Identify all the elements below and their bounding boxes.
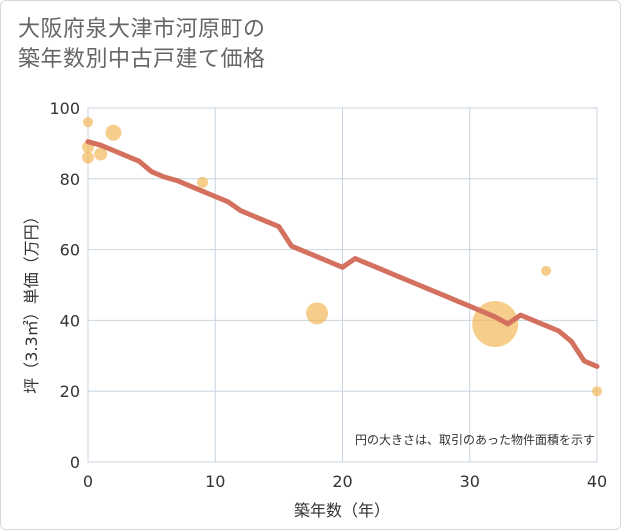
chart-title-line-2: 築年数別中古戸建て価格 <box>18 47 266 72</box>
chart-title-line-1: 大阪府泉大津市河原町の <box>18 17 266 42</box>
y-tick-label: 20 <box>60 382 80 401</box>
y-tick-label: 60 <box>60 241 80 260</box>
data-point <box>592 386 602 397</box>
y-tick-label: 100 <box>49 99 80 118</box>
data-point <box>197 176 209 188</box>
y-tick-label: 0 <box>70 453 80 472</box>
data-point <box>105 124 122 141</box>
data-point <box>94 147 108 161</box>
data-point <box>83 117 93 128</box>
size-legend-note: 円の大きさは、取引のあった物件面積を示す <box>355 432 595 447</box>
y-tick-label: 80 <box>60 170 80 189</box>
y-tick-label: 40 <box>60 311 80 330</box>
x-tick-label: 0 <box>83 472 93 491</box>
chart-title: 大阪府泉大津市河原町の 築年数別中古戸建て価格 <box>18 15 438 75</box>
x-tick-label: 10 <box>205 472 225 491</box>
y-axis-label: 坪（3.3㎡）単価（万円） <box>22 208 41 393</box>
y-tick-labels: 0 20 40 60 80 100 <box>49 99 80 472</box>
x-axis-label: 築年数（年） <box>294 501 390 520</box>
data-point <box>541 265 552 276</box>
x-tick-label: 20 <box>332 472 352 491</box>
x-tick-label: 30 <box>460 472 480 491</box>
x-tick-labels: 0 10 20 30 40 <box>83 472 607 491</box>
trend-line <box>85 139 600 369</box>
x-tick-label: 40 <box>587 472 607 491</box>
data-point <box>306 302 329 325</box>
data-point <box>82 151 94 164</box>
